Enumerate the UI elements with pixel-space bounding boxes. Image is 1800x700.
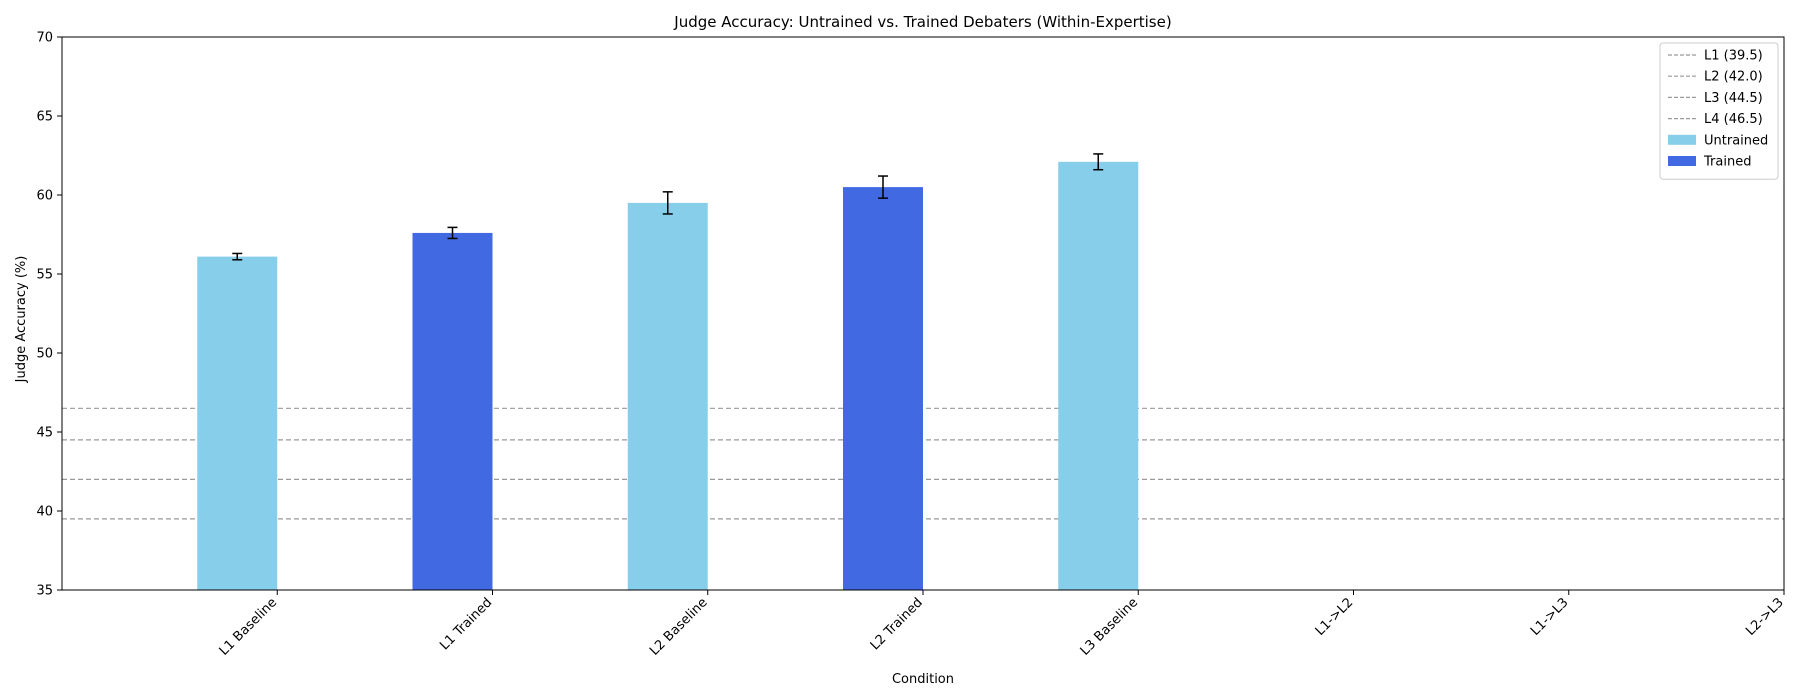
- x-tick-label: L2->L3: [1743, 595, 1787, 639]
- y-axis-label: Judge Accuracy (%): [14, 256, 29, 384]
- y-tick-label: 55: [36, 268, 53, 283]
- error-bar-untrained-2: [662, 191, 673, 215]
- bar-untrained-3: [1058, 161, 1139, 590]
- bar-untrained-1: [197, 256, 278, 590]
- bar-trained-1: [412, 232, 493, 591]
- y-tick-label: 65: [36, 110, 53, 125]
- y-tick-label: 50: [36, 347, 53, 362]
- x-tick-label: L1 Trained: [437, 595, 495, 653]
- bar-trained-2: [843, 187, 923, 590]
- y-axis: 35 40 45 50 55 60 65 70: [36, 31, 62, 599]
- x-tick-label: L2 Trained: [868, 595, 926, 653]
- y-tick-label: 70: [36, 31, 53, 46]
- x-tick-label: L1 Baseline: [217, 595, 280, 658]
- error-bar-untrained-1: [232, 252, 243, 261]
- error-bars: [232, 153, 1104, 261]
- error-bar-untrained-3: [1093, 153, 1104, 171]
- legend-label: Untrained: [1704, 133, 1768, 148]
- legend-label: L2 (42.0): [1704, 70, 1763, 85]
- x-axis-label: Condition: [892, 672, 954, 687]
- legend-swatch-untrained: [1668, 134, 1696, 145]
- x-tick-label: L3 Baseline: [1078, 595, 1141, 658]
- x-axis: L1 Baseline L1 Trained L2 Baseline L2 Train…: [217, 590, 1787, 659]
- error-bar-trained-2: [878, 175, 888, 199]
- y-tick-label: 60: [36, 189, 53, 204]
- legend: L1 (39.5) L2 (42.0) L3 (44.5) L4 (46.5) Untr…: [1659, 42, 1779, 180]
- y-tick-label: 45: [36, 426, 53, 441]
- x-tick-label: L2 Baseline: [647, 595, 710, 658]
- x-tick-label: L1->L2: [1313, 595, 1357, 639]
- chart-title: Judge Accuracy: Untrained vs. Trained De…: [673, 13, 1171, 31]
- legend-box: [1659, 42, 1779, 180]
- y-tick-label: 35: [36, 584, 53, 599]
- legend-label: Trained: [1703, 155, 1751, 170]
- bars: [197, 161, 1139, 591]
- legend-label: L3 (44.5): [1704, 91, 1763, 106]
- y-tick-label: 40: [36, 505, 53, 520]
- x-tick-label: L1->L3: [1528, 595, 1572, 639]
- legend-label: L4 (46.5): [1704, 112, 1763, 127]
- legend-label: L1 (39.5): [1704, 49, 1763, 64]
- legend-swatch-trained: [1668, 156, 1696, 166]
- error-bar-trained-1: [447, 226, 458, 240]
- bar-untrained-2: [627, 202, 708, 590]
